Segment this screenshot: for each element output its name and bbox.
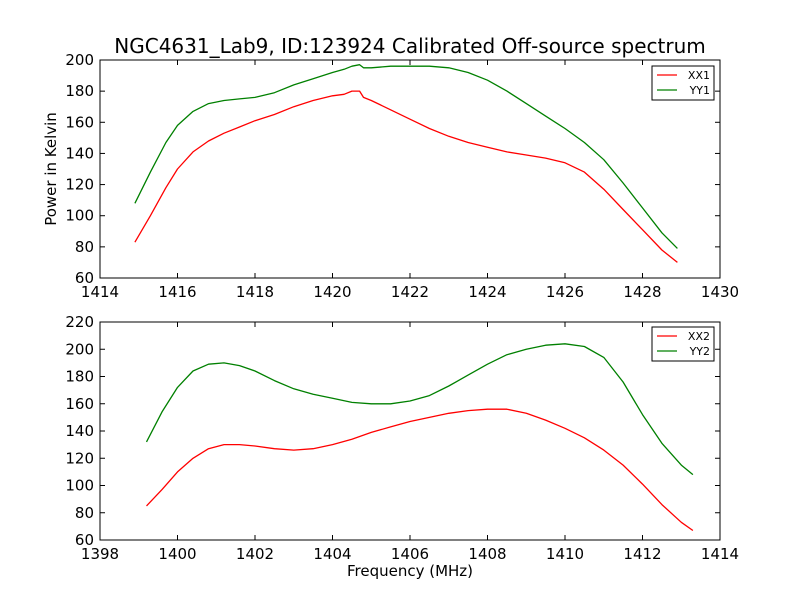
y-tick-label: 60 (75, 269, 94, 287)
x-tick-label: 1430 (701, 283, 739, 301)
x-axis-label: Frequency (MHz) (347, 562, 473, 580)
y-tick-label: 100 (65, 477, 94, 495)
y-tick-label: 100 (65, 207, 94, 225)
x-tick-label: 1414 (81, 283, 119, 301)
bottom-chart-panel: 1398 1400 1402 1404 1406 1408 1410 1412 1414 60 80… (65, 313, 739, 580)
series-line-yy1 (134, 64, 678, 249)
x-tick-label: 1414 (701, 545, 739, 563)
series-line-yy2 (145, 343, 694, 476)
y-tick-label: 180 (65, 82, 94, 100)
x-tick-label: 1408 (468, 545, 506, 563)
legend-label-xx1: XX1 (688, 69, 710, 82)
x-tick-label: 1410 (546, 545, 584, 563)
x-tick-label: 1416 (158, 283, 196, 301)
y-tick-label: 200 (65, 51, 94, 69)
y-tick-label: 80 (75, 504, 94, 522)
x-tick-label: 1406 (391, 545, 429, 563)
x-tick-label: 1426 (546, 283, 584, 301)
legend-label-yy2: YY2 (689, 345, 710, 358)
y-tick-label: 180 (65, 368, 94, 386)
y-tick-label: 160 (65, 113, 94, 131)
x-tick-label: 1428 (623, 283, 661, 301)
legend-box (651, 326, 715, 362)
y-tick-label: 140 (65, 144, 94, 162)
y-axis-label: Power in Kelvin (42, 112, 60, 226)
x-tick-label: 1418 (236, 283, 274, 301)
y-tick-label: 120 (65, 449, 94, 467)
y-tick-label: 160 (65, 395, 94, 413)
y-tick-label: 200 (65, 340, 94, 358)
y-tick-label: 60 (75, 531, 94, 549)
y-tick-label: 140 (65, 422, 94, 440)
x-tick-label: 1398 (81, 545, 119, 563)
legend-label-xx2: XX2 (688, 330, 710, 343)
legend-box (651, 65, 715, 101)
y-tick-label: 80 (75, 238, 94, 256)
legend-label-yy1: YY1 (689, 84, 710, 97)
top-chart-panel: 1414 1416 1418 1420 1422 1424 1426 1428 1430 60 80… (42, 51, 739, 301)
x-tick-label: 1420 (313, 283, 351, 301)
x-tick-label: 1400 (158, 545, 196, 563)
x-tick-label: 1404 (313, 545, 351, 563)
x-tick-label: 1424 (468, 283, 506, 301)
x-tick-label: 1412 (623, 545, 661, 563)
chart-title: NGC4631_Lab9, ID:123924 Calibrated Off-s… (114, 34, 705, 58)
y-tick-label: 120 (65, 176, 94, 194)
y-tick-label: 220 (65, 313, 94, 331)
series-line-xx1 (134, 90, 678, 263)
series-line-xx2 (146, 408, 694, 532)
x-tick-label: 1422 (391, 283, 429, 301)
x-tick-label: 1402 (236, 545, 274, 563)
